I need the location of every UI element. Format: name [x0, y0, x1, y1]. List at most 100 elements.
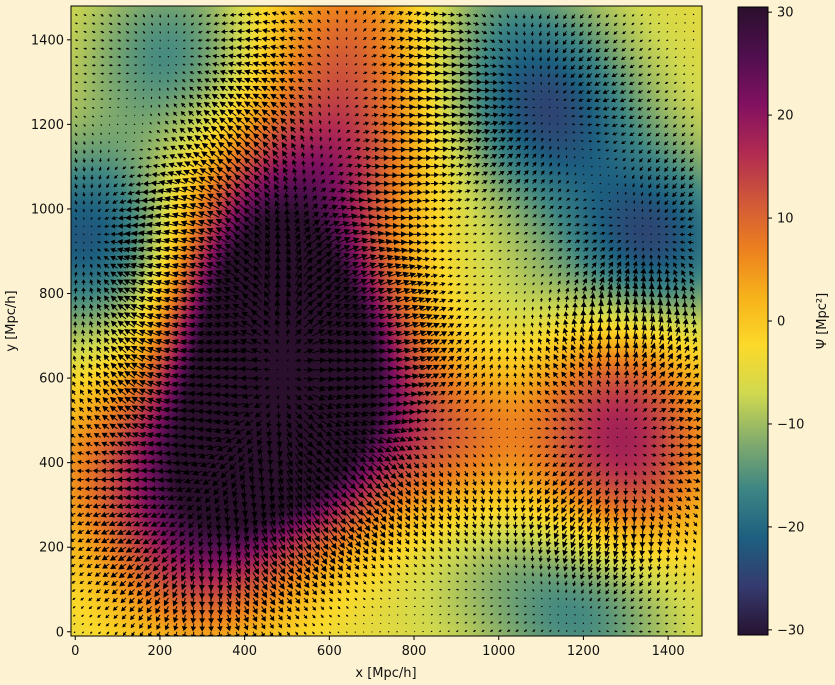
quiver-arrow	[90, 166, 94, 172]
quiver-arrow	[388, 87, 397, 93]
quiver-arrow	[124, 467, 135, 474]
quiver-arrow	[260, 623, 266, 630]
quiver-arrow	[574, 172, 577, 176]
quiver-arrow	[430, 70, 442, 77]
quiver-arrow	[312, 606, 317, 611]
quiver-arrow	[665, 73, 669, 76]
quiver-arrow	[397, 155, 407, 162]
quiver-arrow	[513, 399, 517, 404]
quiver-arrow	[489, 331, 493, 337]
quiver-arrow	[529, 372, 534, 379]
quiver-arrow	[447, 206, 454, 211]
quiver-arrow	[613, 496, 620, 506]
quiver-arrow	[169, 154, 178, 160]
quiver-arrow	[108, 503, 118, 509]
quiver-arrow	[587, 555, 594, 565]
quiver-arrow	[90, 175, 94, 181]
quiver-arrow	[682, 73, 686, 75]
quiver-arrow	[74, 141, 78, 146]
quiver-arrow	[363, 304, 377, 311]
quiver-arrow	[498, 179, 505, 184]
quiver-arrow	[549, 196, 554, 201]
quiver-arrow	[439, 282, 446, 287]
quiver-arrow	[244, 580, 250, 592]
quiver-arrow	[94, 563, 101, 569]
quiver-arrow	[171, 271, 186, 278]
quiver-arrow	[82, 200, 86, 205]
quiver-arrow	[489, 462, 493, 468]
quiver-arrow	[480, 538, 485, 545]
quiver-arrow	[90, 248, 93, 252]
quiver-arrow	[574, 181, 577, 184]
quiver-arrow	[90, 183, 94, 189]
quiver-arrow	[481, 275, 485, 278]
quiver-arrow	[405, 255, 416, 262]
quiver-arrow	[165, 112, 169, 117]
quiver-arrow	[297, 78, 305, 83]
quiver-arrow	[597, 408, 601, 413]
quiver-arrow	[540, 223, 546, 227]
quiver-arrow	[295, 538, 303, 551]
quiver-arrow	[604, 530, 611, 542]
quiver-arrow	[337, 366, 352, 373]
quiver-arrow	[690, 310, 697, 319]
quiver-arrow	[447, 399, 454, 404]
quiver-arrow	[251, 300, 262, 311]
quiver-arrow	[286, 496, 294, 510]
quiver-arrow	[138, 388, 152, 396]
quiver-arrow	[320, 470, 331, 482]
quiver-arrow	[405, 104, 416, 111]
quiver-arrow	[241, 496, 248, 509]
quiver-arrow	[537, 547, 543, 555]
quiver-arrow	[557, 197, 562, 201]
quiver-arrow	[286, 521, 294, 535]
quiver-arrow	[73, 312, 78, 319]
quiver-arrow	[421, 496, 427, 505]
quiver-arrow	[226, 563, 232, 575]
quiver-arrow	[295, 308, 302, 320]
quiver-arrow	[530, 330, 534, 336]
quiver-arrow	[163, 398, 178, 405]
quiver-arrow	[562, 547, 569, 557]
quiver-arrow	[388, 255, 401, 262]
quiver-arrow	[303, 318, 314, 328]
quiver-arrow	[561, 504, 567, 514]
quiver-arrow	[100, 511, 110, 518]
quiver-arrow	[71, 389, 76, 396]
quiver-arrow	[345, 496, 356, 508]
quiver-arrow	[514, 454, 517, 458]
quiver-arrow	[196, 504, 203, 512]
quiver-arrow	[217, 453, 228, 461]
quiver-arrow	[561, 496, 567, 505]
quiver-arrow	[655, 90, 660, 93]
quiver-arrow	[109, 432, 118, 439]
quiver-arrow	[473, 266, 477, 270]
quiver-arrow	[117, 396, 127, 404]
quiver-arrow	[388, 427, 401, 434]
quiver-arrow	[346, 229, 360, 236]
quiver-arrow	[692, 555, 696, 560]
quiver-arrow	[206, 287, 220, 294]
quiver-arrow	[166, 103, 169, 108]
quiver-arrow	[180, 451, 194, 458]
quiver-arrow	[405, 155, 416, 162]
quiver-arrow	[188, 365, 203, 371]
quiver-arrow	[498, 445, 501, 448]
quiver-arrow	[138, 321, 152, 328]
quiver-arrow	[638, 73, 643, 77]
quiver-arrow	[261, 563, 269, 575]
quiver-arrow	[422, 356, 433, 362]
quiver-arrow	[337, 411, 351, 418]
quiver-arrow	[574, 231, 581, 236]
quiver-arrow	[123, 238, 135, 245]
quiver-arrow	[311, 487, 321, 500]
quiver-arrow	[286, 349, 289, 353]
quiver-arrow	[295, 299, 302, 311]
quiver-arrow	[362, 504, 372, 516]
quiver-arrow	[642, 225, 644, 227]
quiver-arrow	[371, 504, 380, 515]
quiver-arrow	[141, 503, 152, 510]
quiver-arrow	[274, 200, 281, 210]
quiver-arrow	[94, 415, 101, 421]
quiver-arrow	[180, 364, 194, 371]
